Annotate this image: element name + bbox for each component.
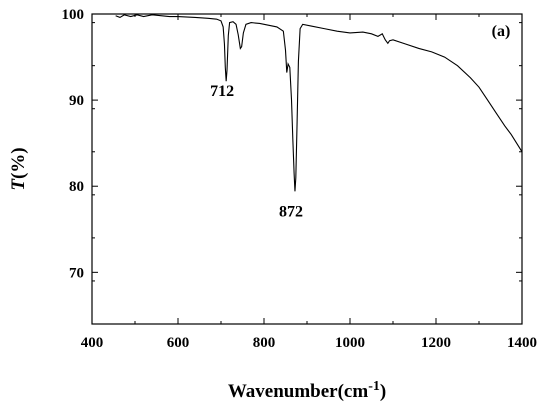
- spectrum-line: [115, 14, 523, 192]
- panel-label: (a): [492, 23, 511, 40]
- x-axis-title-sup: -1: [368, 379, 380, 394]
- x-axis-title-close: ): [380, 381, 386, 402]
- x-tick-label: 1200: [421, 335, 451, 351]
- y-tick-label: 100: [62, 7, 85, 23]
- y-axis-title-unit: (%): [8, 147, 29, 179]
- x-axis-title: Wavenumber(cm-1): [228, 379, 386, 402]
- y-axis-title: T(%): [8, 147, 29, 190]
- x-tick-label: 1400: [507, 335, 537, 351]
- y-axis-title-italic: T: [8, 178, 29, 191]
- y-tick-label: 80: [69, 179, 84, 195]
- peak-annotations: 712 872: [210, 83, 303, 221]
- plot-frame: [91, 13, 523, 325]
- x-tick-label: 800: [253, 335, 276, 351]
- x-tick-label: 1000: [335, 335, 365, 351]
- y-tick-label: 90: [69, 93, 84, 109]
- y-axis-ticks: 70 80 90 100: [62, 7, 522, 325]
- x-axis-ticks: 400 600 800 1000 1200 1400: [81, 14, 537, 351]
- peak-label: 872: [279, 203, 303, 220]
- peak-label: 712: [210, 83, 234, 100]
- y-tick-label: 70: [69, 265, 84, 281]
- x-axis-title-main: Wavenumber(cm: [228, 381, 369, 402]
- x-tick-label: 600: [167, 335, 190, 351]
- x-tick-label: 400: [81, 335, 104, 351]
